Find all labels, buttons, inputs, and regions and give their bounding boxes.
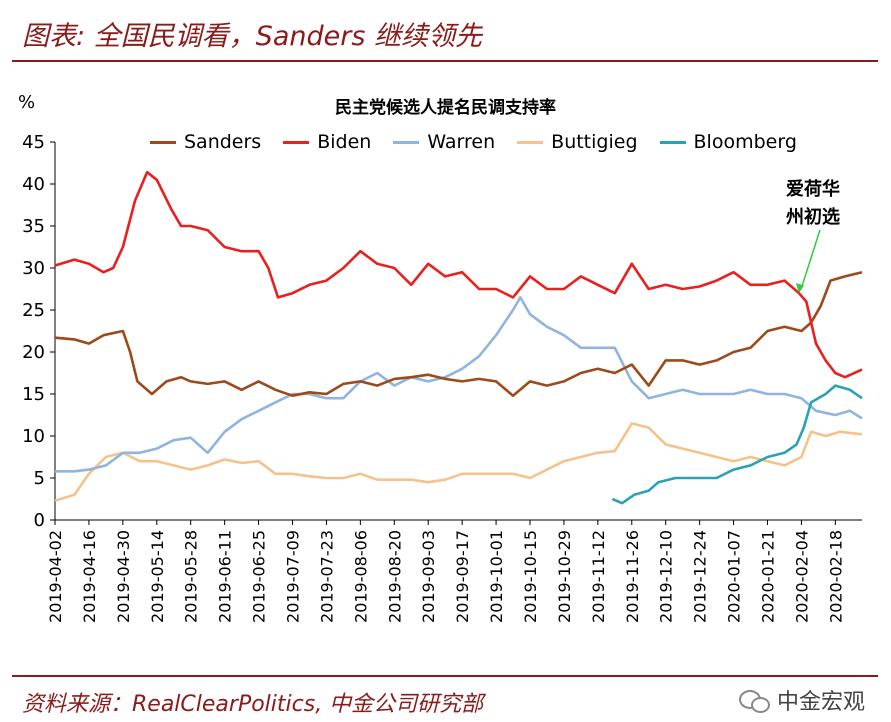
- y-tick-label: 30: [22, 258, 45, 279]
- x-tick-label: 2019-06-11: [216, 530, 235, 623]
- legend-swatch: [393, 140, 420, 144]
- chart-title: 民主党候选人提名民调支持率: [335, 98, 556, 118]
- y-tick-label: 5: [34, 468, 45, 489]
- x-tick-label: 2019-06-25: [250, 530, 269, 623]
- x-tick-label: 2020-02-18: [826, 530, 845, 623]
- legend-label: Biden: [317, 131, 372, 153]
- x-tick-label: 2019-04-16: [80, 530, 99, 623]
- y-tick-label: 10: [22, 426, 45, 447]
- annotation-line-1: 爱荷华: [786, 179, 840, 200]
- legend-label: Warren: [427, 131, 496, 153]
- figure-title: 图表: 全国民调看，Sanders 继续领先: [22, 21, 482, 52]
- series-line-sanders: [54, 270, 863, 398]
- y-tick-label: 35: [22, 216, 45, 237]
- legend-item-biden: Biden: [283, 131, 371, 153]
- x-tick-label: 2019-05-14: [148, 530, 167, 623]
- y-tick-label: 0: [34, 510, 45, 531]
- top-rule: [12, 60, 878, 62]
- y-unit-label: %: [18, 92, 36, 113]
- x-tick-label: 2019-10-15: [521, 530, 540, 623]
- x-tick-label: 2019-11-12: [589, 530, 608, 623]
- bottom-rule: [12, 675, 878, 677]
- x-tick-label: 2019-11-26: [623, 530, 642, 623]
- legend-swatch: [659, 140, 686, 144]
- x-tick-label: 2019-10-29: [555, 530, 574, 623]
- x-tick-label: 2019-12-10: [657, 530, 676, 623]
- annotation-arrowhead: [795, 283, 804, 294]
- x-tick-label: 2019-08-20: [385, 530, 404, 623]
- legend-label: Sanders: [184, 131, 262, 153]
- x-tick-label: 2019-07-09: [283, 530, 302, 623]
- legend-item-sanders: Sanders: [150, 131, 261, 153]
- series-line-warren: [55, 296, 863, 473]
- wechat-icon: [737, 688, 771, 713]
- annotation-arrow: [800, 229, 821, 290]
- y-tick-label: 25: [22, 300, 45, 321]
- watermark: 中金宏观: [737, 684, 865, 716]
- legend-item-buttigieg: Buttigieg: [517, 131, 638, 153]
- y-tick-label: 45: [22, 132, 45, 153]
- y-tick-label: 40: [22, 174, 45, 195]
- series-line-buttigieg: [54, 422, 863, 502]
- annotation-line-2: 州初选: [786, 207, 840, 228]
- legend: Sanders Biden Warren Buttigieg Bloomberg: [150, 131, 797, 153]
- y-tick-label: 20: [22, 342, 45, 363]
- watermark-text: 中金宏观: [776, 690, 865, 715]
- legend-swatch: [283, 140, 310, 144]
- x-tick-label: 2020-02-04: [792, 530, 811, 623]
- x-tick-label: 2020-01-21: [758, 530, 777, 623]
- x-tick-label: 2019-09-17: [453, 530, 472, 623]
- x-tick-label: 2019-05-28: [182, 530, 201, 623]
- legend-swatch: [150, 140, 176, 144]
- x-tick-label: 2019-10-01: [487, 530, 506, 623]
- legend-swatch: [517, 140, 544, 144]
- legend-item-warren: Warren: [393, 131, 495, 153]
- source-text: 资料来源：RealClearPolitics, 中金公司研究部: [22, 692, 484, 717]
- x-tick-label: 2019-07-23: [317, 530, 336, 623]
- x-tick-label: 2020-01-07: [725, 530, 744, 623]
- line-chart: 0 5 10 15 20 25 30 35 40 45 2019-04-02 2019-04-16 20…: [22, 132, 863, 623]
- legend-label: Buttigieg: [551, 131, 638, 153]
- x-tick-label: 2019-09-03: [419, 530, 438, 623]
- x-tick-label: 2019-04-30: [114, 530, 133, 623]
- x-tick-label: 2019-12-24: [691, 530, 710, 623]
- legend-item-bloomberg: Bloomberg: [659, 131, 797, 153]
- x-tick-label: 2019-08-06: [351, 530, 370, 623]
- series-line-biden: [54, 170, 863, 379]
- series-line-bloomberg: [611, 384, 863, 505]
- legend-label: Bloomberg: [693, 131, 797, 153]
- y-tick-label: 15: [22, 384, 45, 405]
- annotation-label: 爱荷华 州初选: [778, 176, 848, 232]
- x-tick-label: 2019-04-02: [46, 530, 65, 623]
